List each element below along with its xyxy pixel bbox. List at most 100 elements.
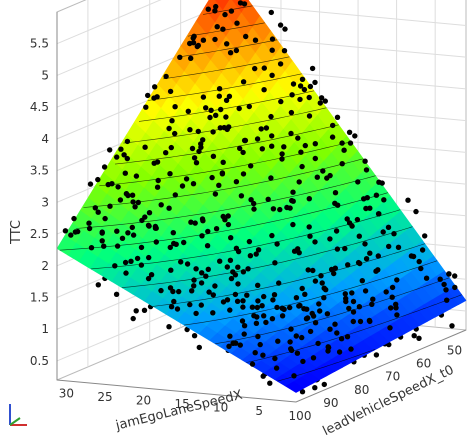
scatter-point: [366, 317, 373, 324]
scatter-point: [134, 255, 141, 262]
scatter-point: [253, 320, 260, 326]
scatter-point: [269, 143, 275, 149]
contour-line: [83, 158, 364, 208]
scatter-point: [323, 287, 329, 293]
scatter-point: [277, 22, 284, 28]
scatter-point: [277, 206, 283, 213]
scatter-point: [356, 304, 363, 310]
scatter-point: [240, 79, 247, 85]
scatter-point: [212, 191, 219, 197]
scatter-point: [287, 205, 293, 211]
scatter-point: [304, 306, 310, 312]
scatter-point: [288, 130, 294, 137]
scatter-point: [416, 335, 422, 341]
scatter-point: [123, 270, 129, 276]
scatter-point: [307, 83, 314, 90]
scatter-point: [318, 95, 325, 101]
scatter-point: [233, 340, 239, 346]
scatter-point: [195, 128, 201, 135]
scatter-point: [166, 324, 172, 330]
scatter-point: [410, 253, 417, 260]
scatter-point: [133, 173, 140, 179]
scatter-point: [312, 79, 318, 86]
scatter-point: [241, 323, 248, 329]
scatter-point: [339, 140, 345, 146]
scatter-point: [181, 239, 187, 246]
scatter-point: [237, 145, 243, 152]
scatter-point: [363, 205, 369, 212]
scatter-point: [141, 307, 148, 313]
contour-line: [178, 39, 278, 58]
scatter-point: [350, 309, 357, 315]
scatter-point: [312, 141, 318, 147]
scatter-point: [234, 20, 240, 26]
scatter-point: [205, 6, 211, 12]
scatter-point: [329, 134, 336, 140]
scatter-point: [130, 315, 136, 322]
scatter-point: [348, 346, 354, 352]
scatter-point: [169, 118, 175, 124]
scatter-point: [269, 36, 276, 42]
scatter-point: [241, 331, 247, 337]
scatter-point: [350, 318, 356, 325]
scatter-point: [207, 114, 213, 121]
scatter-point: [216, 93, 222, 99]
scatter-point: [240, 149, 246, 156]
scatter-point: [166, 125, 172, 132]
scatter-point: [332, 321, 338, 327]
x-tick-label: 5: [255, 404, 263, 418]
scatter-point: [363, 167, 370, 173]
orientation-triad-icon[interactable]: [9, 404, 27, 426]
scatter-point: [172, 192, 178, 198]
scatter-point: [279, 305, 285, 311]
scatter-point: [240, 171, 247, 177]
scatter-point: [357, 318, 364, 325]
scatter-point: [444, 297, 450, 303]
scatter-point: [282, 26, 288, 32]
scatter-point: [133, 308, 139, 314]
scatter-point: [332, 190, 339, 196]
scatter-point: [369, 301, 375, 307]
scatter-point: [241, 1, 248, 7]
scatter-point: [333, 228, 340, 234]
scatter-point: [342, 245, 348, 252]
scatter-point: [309, 65, 316, 72]
scatter-point: [68, 232, 74, 238]
scatter-point: [290, 198, 296, 204]
scatter-point: [304, 315, 311, 321]
scatter-point: [217, 258, 223, 264]
scatter-point: [92, 205, 99, 211]
scatter-point: [236, 105, 242, 112]
scatter-point: [385, 224, 392, 230]
scatter-point: [446, 271, 452, 277]
scatter-point: [193, 310, 199, 317]
scatter-point: [166, 205, 172, 211]
scatter-point: [235, 281, 241, 287]
scatter-point: [341, 147, 347, 153]
scatter-point: [278, 98, 284, 105]
scatter-point: [237, 342, 243, 348]
scatter-point: [145, 92, 151, 99]
scatter-point: [255, 298, 261, 304]
contour-line: [147, 73, 302, 101]
scatter-point: [129, 224, 135, 231]
scatter-point: [327, 172, 333, 179]
z-tick-label: 5: [41, 68, 49, 82]
scatter-point: [213, 112, 219, 119]
scatter-point: [261, 313, 267, 319]
scatter-point: [343, 298, 349, 305]
scatter-point: [176, 288, 182, 295]
scatter-point: [105, 181, 111, 188]
x-tick-labels: 30 25 20 15 10 5: [59, 386, 263, 418]
scatter-point: [238, 193, 245, 199]
scatter-point: [243, 33, 249, 40]
scatter-point: [345, 262, 351, 268]
scatter-point: [315, 340, 321, 347]
scatter-point: [189, 288, 195, 294]
scatter-point: [375, 253, 381, 259]
scatter-point: [203, 273, 209, 279]
scatter-point: [87, 181, 94, 187]
scatter-point: [225, 221, 232, 228]
